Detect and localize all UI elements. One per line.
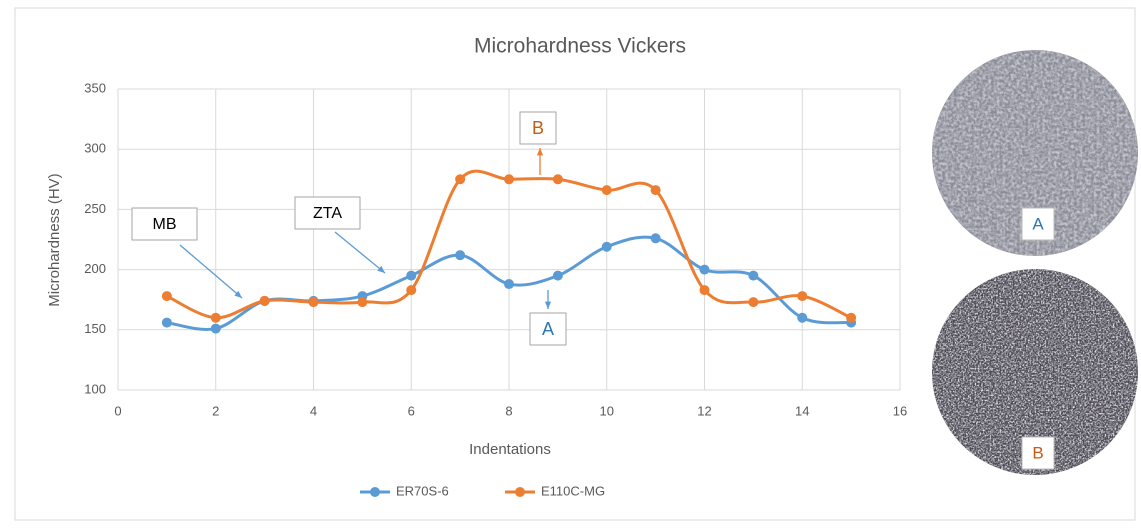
y-tick-label: 250 — [84, 201, 106, 216]
data-point — [406, 285, 416, 295]
micrograph-label: B — [1032, 443, 1043, 462]
data-point — [651, 185, 661, 195]
x-tick-label: 6 — [408, 403, 415, 418]
annotation: A — [542, 319, 554, 339]
legend-label: ER70S-6 — [396, 483, 449, 498]
chart-title: Microhardness Vickers — [474, 35, 686, 58]
legend-label: E110C-MG — [541, 483, 605, 498]
y-tick-label: 300 — [84, 141, 106, 156]
annotation: MB — [153, 216, 177, 233]
data-point — [455, 174, 465, 184]
data-point — [602, 242, 612, 252]
data-point — [504, 174, 514, 184]
x-tick-label: 8 — [505, 403, 512, 418]
data-point — [602, 185, 612, 195]
data-point — [504, 279, 514, 289]
data-point — [357, 297, 367, 307]
data-point — [309, 297, 319, 307]
data-point — [700, 265, 710, 275]
x-axis-label: Indentations — [469, 441, 551, 458]
data-point — [455, 250, 465, 260]
data-point — [797, 313, 807, 323]
x-tick-label: 12 — [697, 403, 711, 418]
data-point — [553, 174, 563, 184]
data-point — [651, 233, 661, 243]
data-point — [162, 318, 172, 328]
legend-marker — [370, 487, 380, 497]
micrograph-label: A — [1032, 214, 1044, 233]
annotation: B — [532, 118, 544, 138]
x-tick-label: 14 — [795, 403, 809, 418]
x-tick-label: 10 — [600, 403, 614, 418]
chart: Microhardness Vickers Indentations Micro… — [0, 0, 1141, 527]
data-point — [406, 271, 416, 281]
x-tick-label: 0 — [114, 403, 121, 418]
legend-marker — [515, 487, 525, 497]
y-axis-label: Microhardness (HV) — [46, 173, 63, 306]
annotation: ZTA — [313, 205, 342, 222]
data-point — [748, 297, 758, 307]
data-point — [260, 296, 270, 306]
x-tick-label: 4 — [310, 403, 317, 418]
data-point — [700, 285, 710, 295]
x-tick-label: 2 — [212, 403, 219, 418]
data-point — [211, 313, 221, 323]
data-point — [797, 291, 807, 301]
data-point — [846, 313, 856, 323]
data-point — [748, 271, 758, 281]
data-point — [553, 271, 563, 281]
y-tick-label: 100 — [84, 381, 106, 396]
y-tick-label: 350 — [84, 80, 106, 95]
x-tick-label: 16 — [893, 403, 907, 418]
data-point — [211, 324, 221, 334]
y-tick-label: 150 — [84, 321, 106, 336]
y-tick-label: 200 — [84, 261, 106, 276]
data-point — [162, 291, 172, 301]
